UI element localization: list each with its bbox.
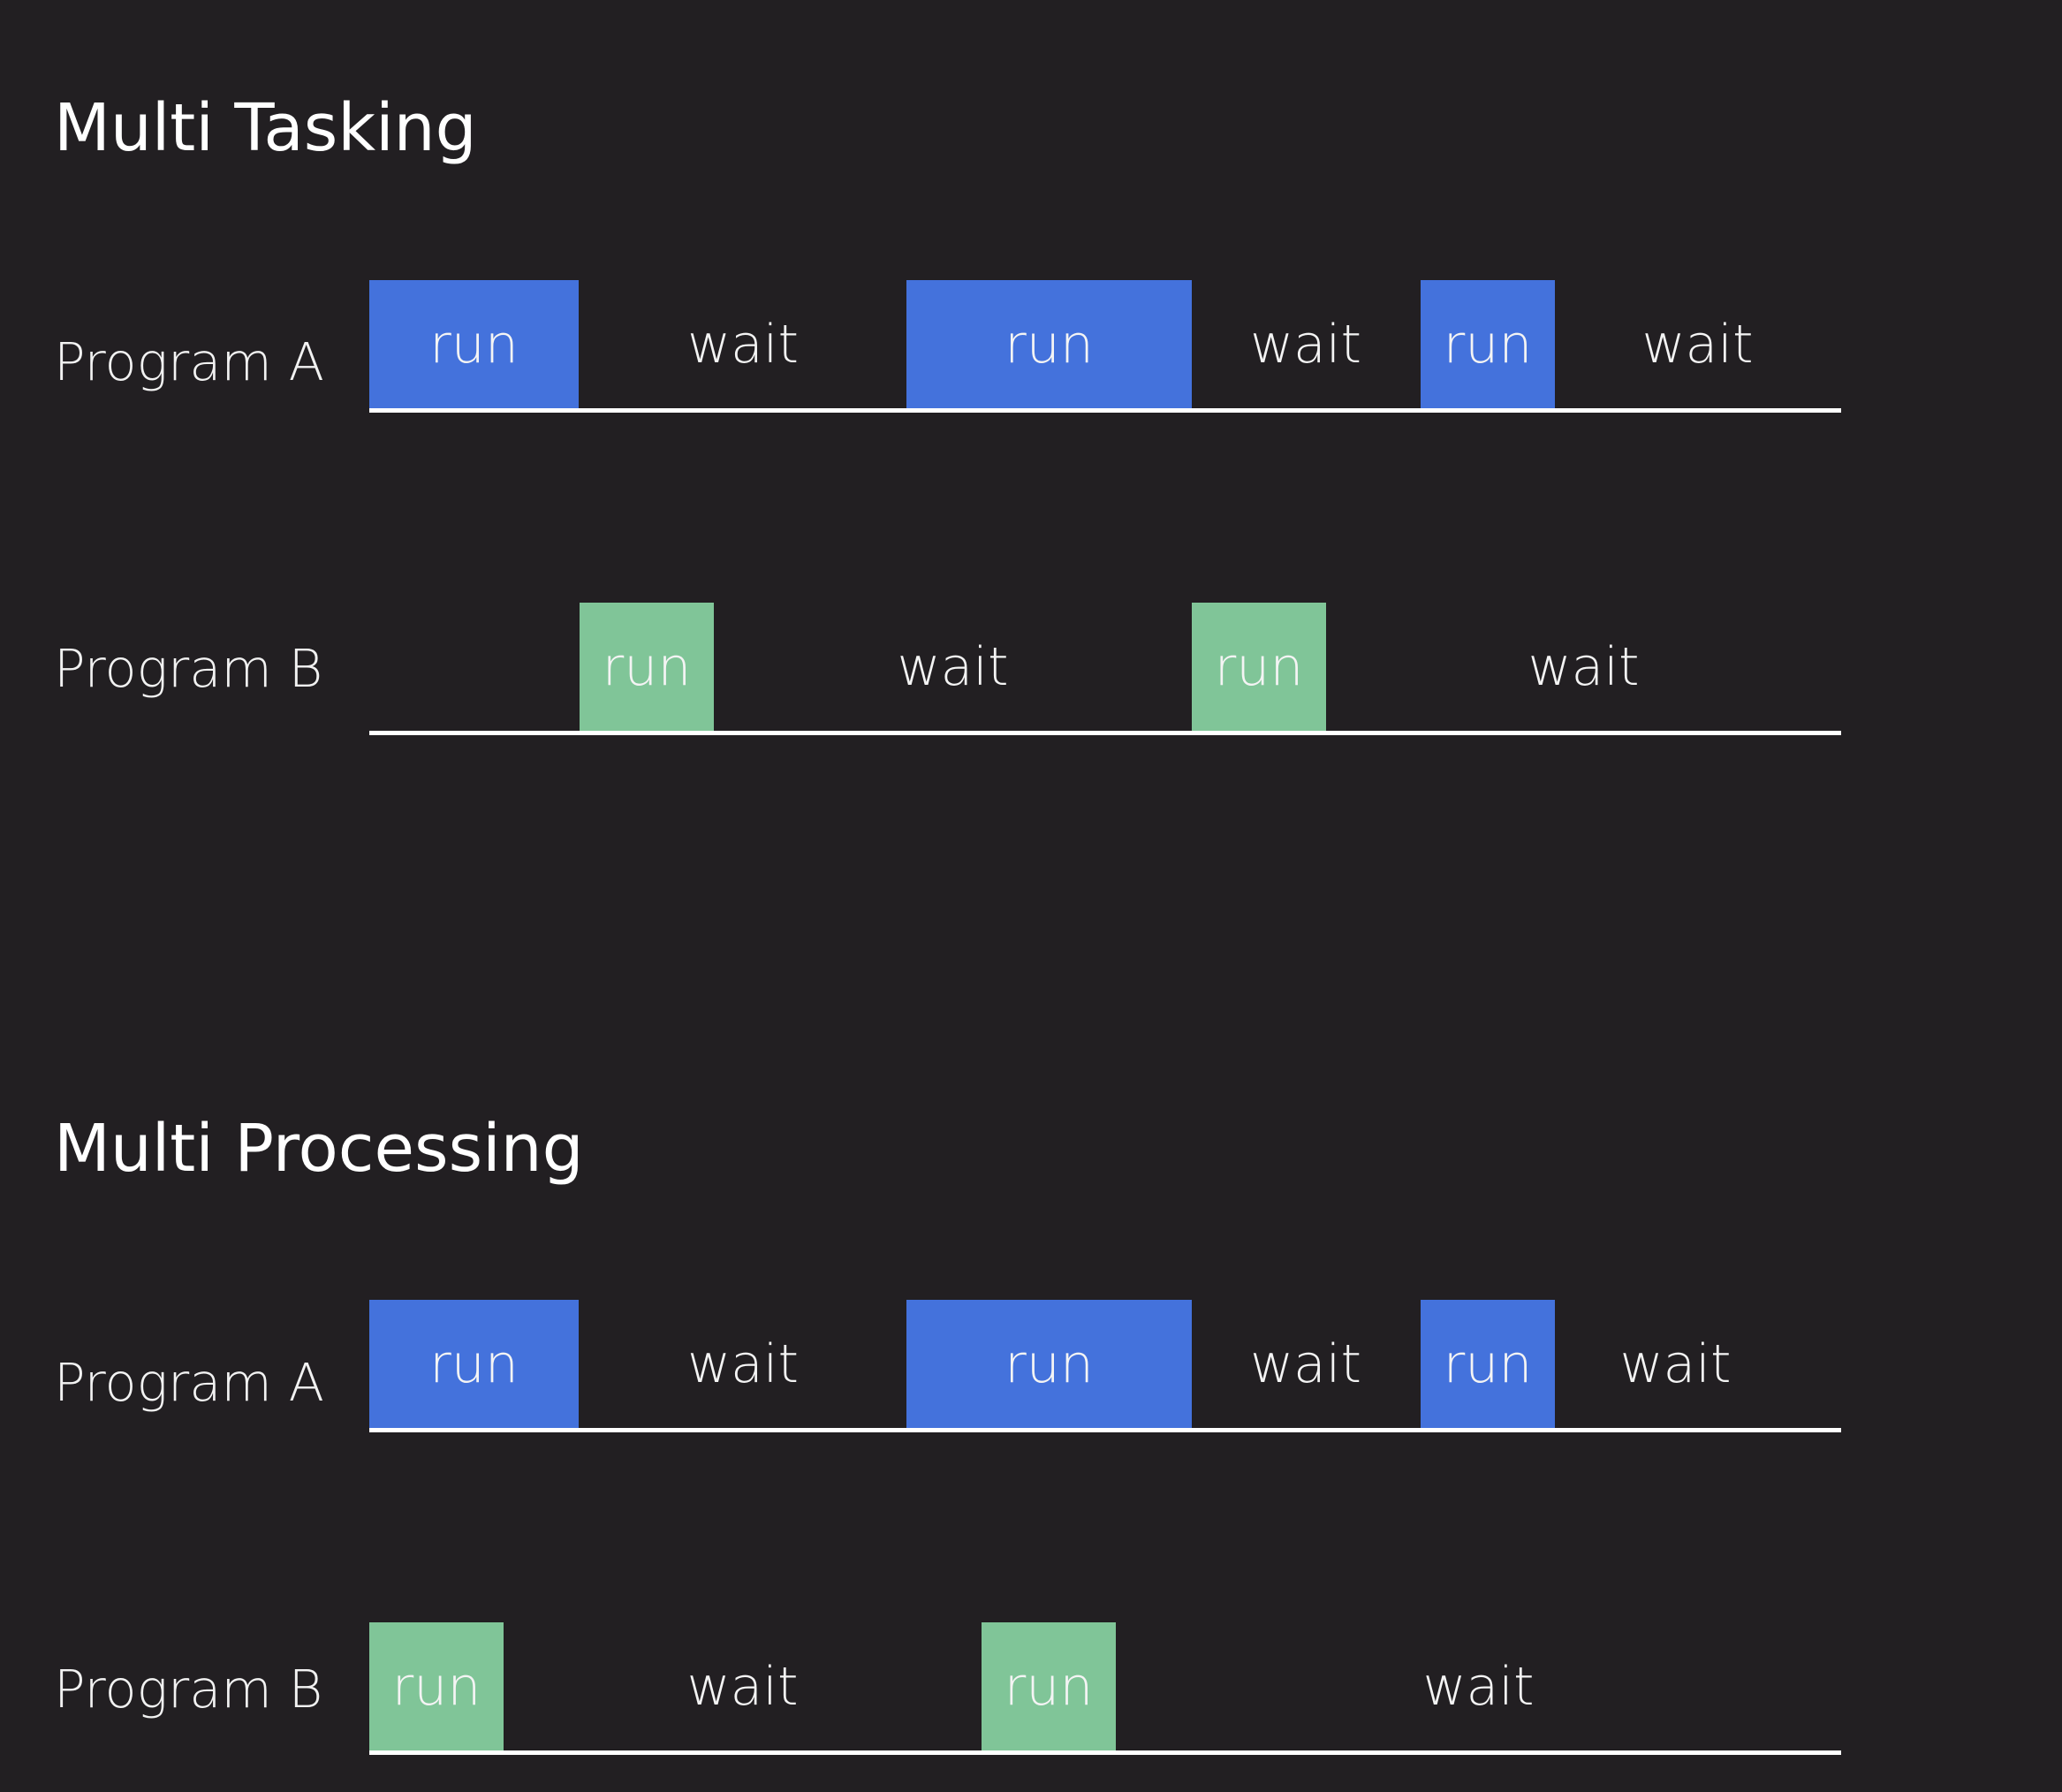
timeline-program-a: wait run wait run wait run — [369, 1300, 1841, 1432]
wait-segment: wait — [686, 313, 800, 376]
run-segment: run — [906, 280, 1192, 408]
run-segment: run — [982, 1622, 1116, 1750]
run-segment: run — [906, 1300, 1192, 1428]
section-title: Multi Tasking — [54, 90, 477, 166]
row-label-program-a: Program A — [54, 331, 325, 392]
timeline-program-b: wait run wait run — [369, 603, 1841, 735]
wait-segment: wait — [1422, 1655, 1535, 1718]
timeline-baseline — [369, 1750, 1841, 1755]
timeline-baseline — [369, 731, 1841, 735]
run-segment: run — [1421, 280, 1555, 408]
run-segment: run — [580, 603, 714, 731]
row-label-program-b: Program B — [54, 638, 323, 699]
run-segment: run — [1421, 1300, 1555, 1428]
timeline-program-b: wait run wait run — [369, 1622, 1841, 1755]
timeline-baseline — [369, 408, 1841, 413]
run-segment: run — [1192, 603, 1326, 731]
wait-segment: wait — [686, 1655, 799, 1718]
wait-segment: wait — [1528, 635, 1640, 698]
wait-segment: wait — [686, 1333, 800, 1395]
row-label-program-a: Program A — [54, 1352, 325, 1413]
section-title: Multi Processing — [54, 1111, 584, 1187]
run-segment: run — [369, 1300, 579, 1428]
row-label-program-b: Program B — [54, 1659, 323, 1720]
wait-segment: wait — [1249, 1333, 1362, 1395]
wait-segment: wait — [1641, 313, 1754, 376]
run-segment: run — [369, 1622, 504, 1750]
run-segment: run — [369, 280, 579, 408]
wait-segment: wait — [1619, 1333, 1732, 1395]
timeline-program-a: wait run wait run wait run — [369, 280, 1841, 413]
timeline-baseline — [369, 1428, 1841, 1432]
wait-segment: wait — [897, 635, 1009, 698]
wait-segment: wait — [1249, 313, 1362, 376]
